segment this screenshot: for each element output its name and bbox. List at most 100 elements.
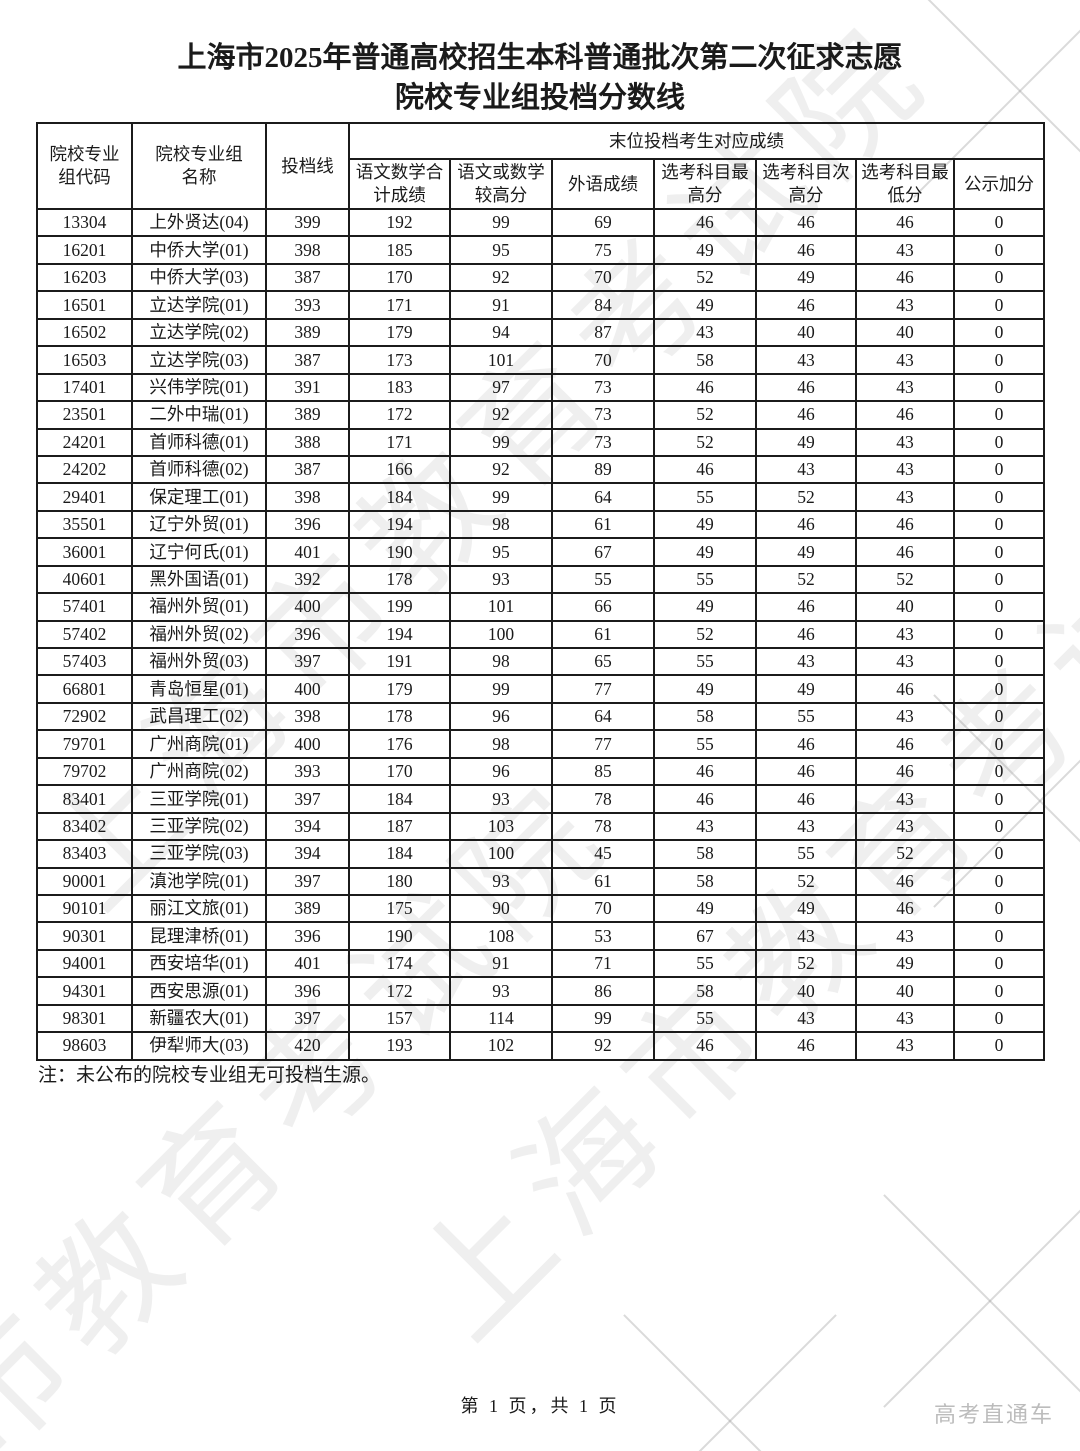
- table-cell: 16503: [36, 345, 133, 375]
- table-row: 29401 保定理工(01) 398 184 99 64 55 52 43 0: [36, 482, 1046, 512]
- table-cell: 396: [265, 976, 350, 1006]
- table-cell: 兴伟学院(01): [131, 372, 267, 403]
- table-cell: 103: [449, 811, 553, 842]
- table-cell: 辽宁外贸(01): [131, 509, 267, 540]
- table-row: 72902 武昌理工(02) 398 178 96 64 58 55 43 0: [36, 701, 1046, 732]
- table-cell: 79702: [36, 756, 133, 787]
- table-row: 94301 西安思源(01) 396 172 93 86 58 40 40 0: [36, 976, 1046, 1006]
- table-cell: 0: [952, 592, 1046, 622]
- table-cell: 86: [551, 976, 655, 1006]
- table-cell: 立达学院(01): [131, 290, 267, 320]
- table-cell: 立达学院(03): [131, 345, 267, 375]
- table-cell: 85: [551, 756, 655, 787]
- table-cell: 40601: [36, 564, 133, 595]
- table-cell: 西安培华(01): [131, 948, 267, 979]
- table-cell: 福州外贸(02): [131, 619, 267, 650]
- table-cell: 43: [653, 317, 757, 348]
- table-cell: 13304: [36, 207, 133, 238]
- table-cell: 401: [265, 537, 350, 567]
- table-cell: 55: [653, 482, 757, 512]
- table-cell: 0: [952, 345, 1046, 375]
- table-row: 24201 首师科德(01) 388 171 99 73 52 49 43 0: [36, 427, 1046, 457]
- table-cell: 49: [755, 262, 857, 293]
- table-cell: 397: [265, 866, 350, 896]
- table-cell: 173: [348, 345, 451, 375]
- table-cell: 69: [551, 207, 655, 238]
- table-cell: 0: [952, 317, 1046, 348]
- table-cell: 46: [755, 509, 857, 540]
- table-cell: 71: [551, 948, 655, 979]
- table-cell: 95: [449, 537, 553, 567]
- table-cell: 398: [265, 701, 350, 732]
- table-cell: 83401: [36, 784, 133, 814]
- table-cell: 174: [348, 948, 451, 979]
- table-cell: 397: [265, 784, 350, 814]
- table-cell: 0: [952, 701, 1046, 732]
- table-cell: 184: [348, 482, 451, 512]
- table-cell: 0: [952, 1031, 1046, 1061]
- table-cell: 65: [551, 646, 655, 677]
- table-cell: 46: [755, 372, 857, 403]
- table-cell: 52: [755, 866, 857, 896]
- table-cell: 46: [855, 537, 955, 567]
- table-cell: 57401: [36, 592, 133, 622]
- table-cell: 43: [653, 811, 757, 842]
- table-cell: 三亚学院(01): [131, 784, 267, 814]
- table-cell: 52: [755, 482, 857, 512]
- table-cell: 70: [551, 262, 655, 293]
- table-cell: 西安思源(01): [131, 976, 267, 1006]
- table-cell: 172: [348, 400, 451, 430]
- header-last-candidate-scores: 末位投档考生对应成绩: [347, 122, 1046, 160]
- table-cell: 73: [551, 400, 655, 430]
- table-cell: 43: [855, 454, 955, 485]
- table-cell: 101: [449, 592, 553, 622]
- table-cell: 福州外贸(03): [131, 646, 267, 677]
- table-cell: 100: [449, 619, 553, 650]
- table-cell: 46: [653, 784, 757, 814]
- table-cell: 99: [449, 207, 553, 238]
- table-cell: 98603: [36, 1031, 133, 1061]
- table-cell: 96: [449, 701, 553, 732]
- table-cell: 广州商院(01): [131, 729, 267, 759]
- score-table: 院校专业组代码 院校专业组名称 投档线 末位投档考生对应成绩 语文数学合计成绩 …: [36, 122, 1046, 1061]
- table-cell: 190: [348, 921, 451, 951]
- table-cell: 66801: [36, 674, 133, 704]
- table-cell: 387: [265, 454, 350, 485]
- table-cell: 93: [449, 866, 553, 896]
- table-cell: 192: [348, 207, 451, 238]
- footnote: 注：未公布的院校专业组无可投档生源。: [38, 1065, 381, 1086]
- header-elective-lowest: 选考科目最低分: [855, 158, 955, 210]
- table-cell: 0: [952, 235, 1046, 265]
- table-cell: 171: [348, 290, 451, 320]
- watermark-cross: [623, 1314, 837, 1451]
- table-cell: 滇池学院(01): [131, 866, 267, 896]
- watermark-cross: [623, 1314, 837, 1451]
- header-public-bonus: 公示加分: [952, 158, 1046, 210]
- table-cell: 175: [348, 893, 451, 924]
- table-cell: 393: [265, 290, 350, 320]
- table-cell: 58: [653, 701, 757, 732]
- header-group-name: 院校专业组名称: [131, 122, 267, 210]
- table-cell: 90101: [36, 893, 133, 924]
- table-cell: 55: [653, 948, 757, 979]
- table-cell: 46: [653, 372, 757, 403]
- table-cell: 46: [855, 262, 955, 293]
- table-cell: 49: [653, 537, 757, 567]
- table-cell: 58: [653, 839, 757, 869]
- table-cell: 17401: [36, 372, 133, 403]
- table-cell: 389: [265, 400, 350, 430]
- table-cell: 92: [551, 1031, 655, 1061]
- table-cell: 40: [855, 592, 955, 622]
- table-cell: 立达学院(02): [131, 317, 267, 348]
- table-cell: 396: [265, 921, 350, 951]
- table-cell: 29401: [36, 482, 133, 512]
- table-row: 23501 二外中瑞(01) 389 172 92 73 52 46 46 0: [36, 400, 1046, 430]
- table-cell: 96: [449, 756, 553, 787]
- table-cell: 16201: [36, 235, 133, 265]
- table-cell: 394: [265, 811, 350, 842]
- table-row: 90001 滇池学院(01) 397 180 93 61 58 52 46 0: [36, 866, 1046, 896]
- table-cell: 397: [265, 1003, 350, 1034]
- table-cell: 389: [265, 317, 350, 348]
- table-row: 98603 伊犁师大(03) 420 193 102 92 46 46 43 0: [36, 1031, 1046, 1061]
- table-cell: 98301: [36, 1003, 133, 1034]
